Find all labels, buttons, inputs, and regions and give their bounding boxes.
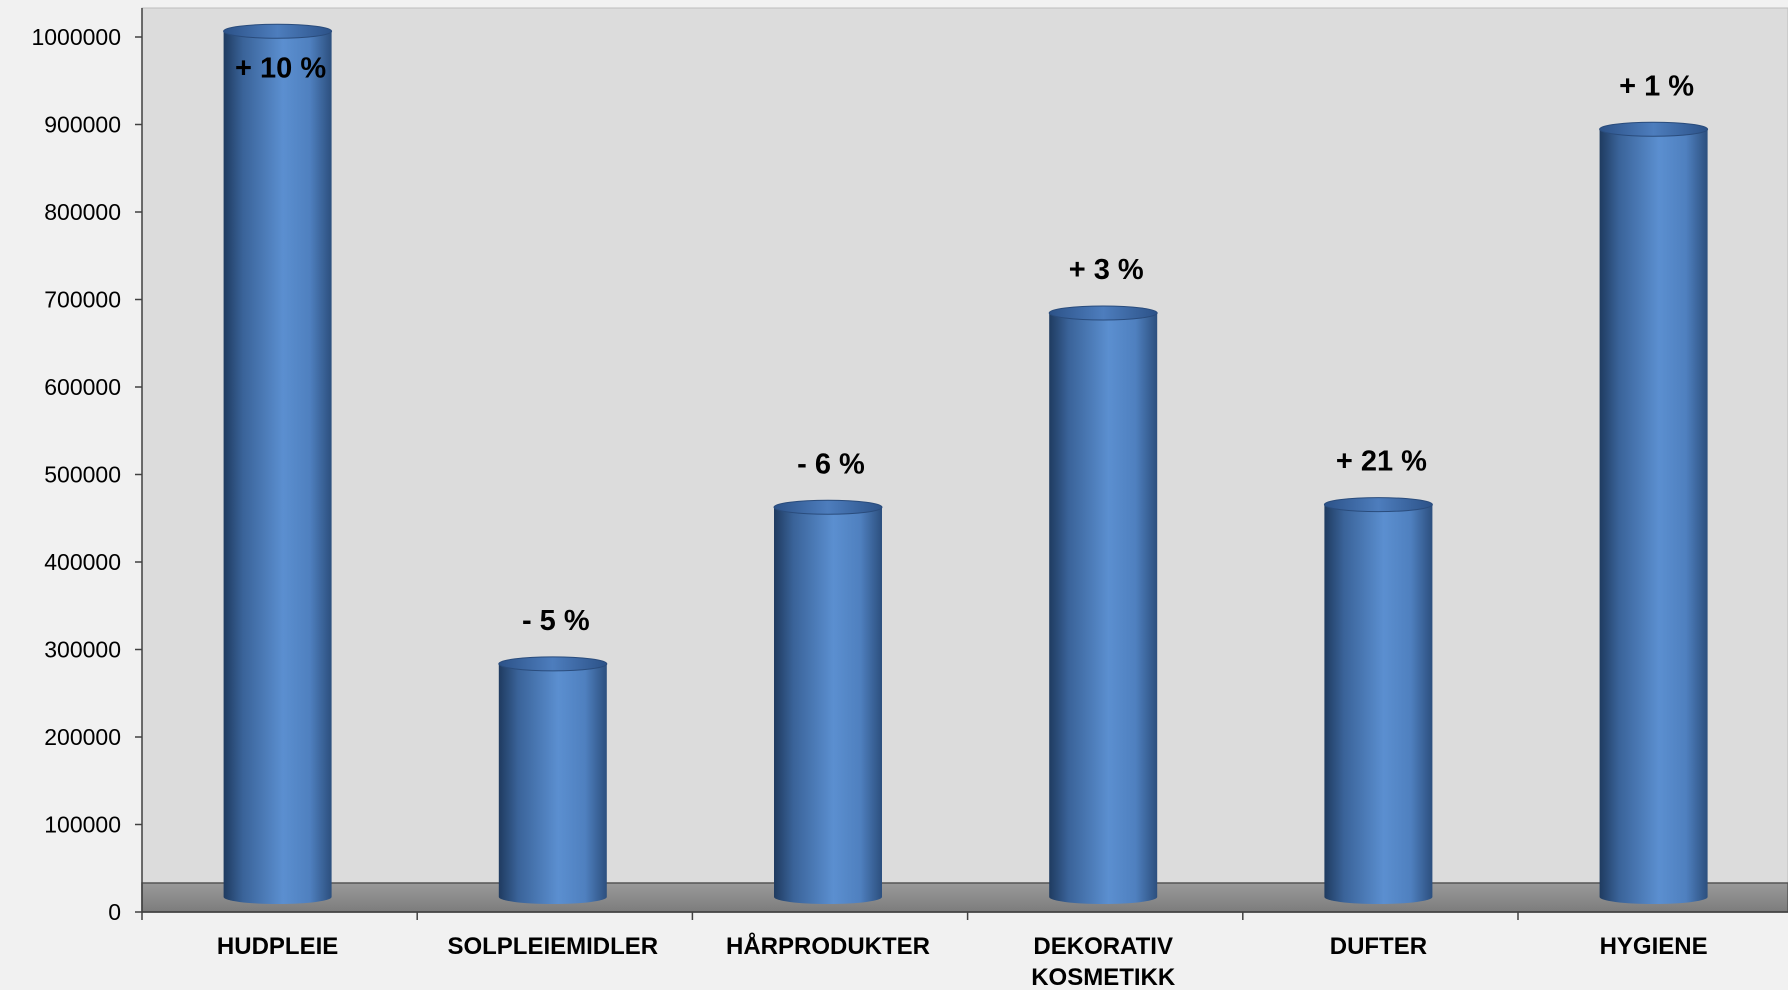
bar-cap bbox=[1323, 497, 1433, 513]
x-tick-label: HÅRPRODUKTER bbox=[726, 932, 930, 960]
bar bbox=[1048, 305, 1158, 905]
y-tick-label: 100000 bbox=[44, 812, 121, 838]
bar-body bbox=[774, 507, 882, 904]
x-tick-label: DUFTER bbox=[1330, 933, 1427, 960]
data-label: - 6 % bbox=[797, 448, 865, 480]
bars bbox=[223, 23, 1709, 905]
bar bbox=[223, 23, 333, 905]
plot-area bbox=[141, 7, 1788, 913]
bar bbox=[1599, 121, 1709, 905]
bar-body bbox=[223, 31, 332, 905]
bar bbox=[498, 656, 608, 905]
x-tick-label: HYGIENE bbox=[1600, 933, 1708, 960]
bar-body bbox=[498, 663, 607, 905]
x-tick-label: HUDPLEIE bbox=[217, 933, 338, 960]
bar-cap bbox=[773, 499, 883, 515]
bar-body bbox=[1324, 504, 1433, 905]
y-tick-label: 800000 bbox=[44, 199, 121, 225]
y-tick-label: 600000 bbox=[44, 374, 121, 400]
bar-cap bbox=[1048, 305, 1158, 321]
bar bbox=[1323, 497, 1433, 905]
bar-cap bbox=[1599, 121, 1709, 137]
data-label: + 3 % bbox=[1069, 254, 1144, 286]
data-label: + 21 % bbox=[1336, 446, 1427, 478]
x-tick-label: SOLPLEIEMIDLER bbox=[447, 933, 658, 960]
x-axis: HUDPLEIE SOLPLEIEMIDLER HÅRPRODUKTER DEKORA… bbox=[141, 911, 1788, 990]
y-tick-label: 400000 bbox=[44, 549, 121, 575]
data-label: - 5 % bbox=[522, 605, 590, 637]
y-tick-label: 0 bbox=[108, 899, 121, 925]
bar-body bbox=[1049, 313, 1158, 905]
data-label: + 10 % bbox=[235, 52, 326, 84]
bar-body bbox=[1599, 129, 1708, 905]
y-tick-label: 700000 bbox=[44, 287, 121, 313]
bar-cap bbox=[498, 656, 608, 672]
bar bbox=[773, 499, 883, 904]
data-labels: + 10 % - 5 % - 6 % + 3 % + 21 % + 1 % bbox=[235, 52, 1694, 637]
y-tick-label: 500000 bbox=[44, 462, 121, 488]
y-tick-label: 300000 bbox=[44, 637, 121, 663]
plot-background bbox=[141, 7, 1788, 913]
y-tick-label: 200000 bbox=[44, 724, 121, 750]
y-tick-label: 1000000 bbox=[31, 24, 121, 50]
chart-floor bbox=[141, 882, 1788, 913]
y-axis: 0 100000 200000 300000 400000 500000 600000 700… bbox=[31, 8, 143, 925]
y-tick-label: 900000 bbox=[44, 112, 121, 138]
bar-cap bbox=[223, 23, 333, 39]
x-tick-label: DEKORATIV KOSMETIKK bbox=[1031, 933, 1176, 990]
data-label: + 1 % bbox=[1619, 70, 1694, 102]
